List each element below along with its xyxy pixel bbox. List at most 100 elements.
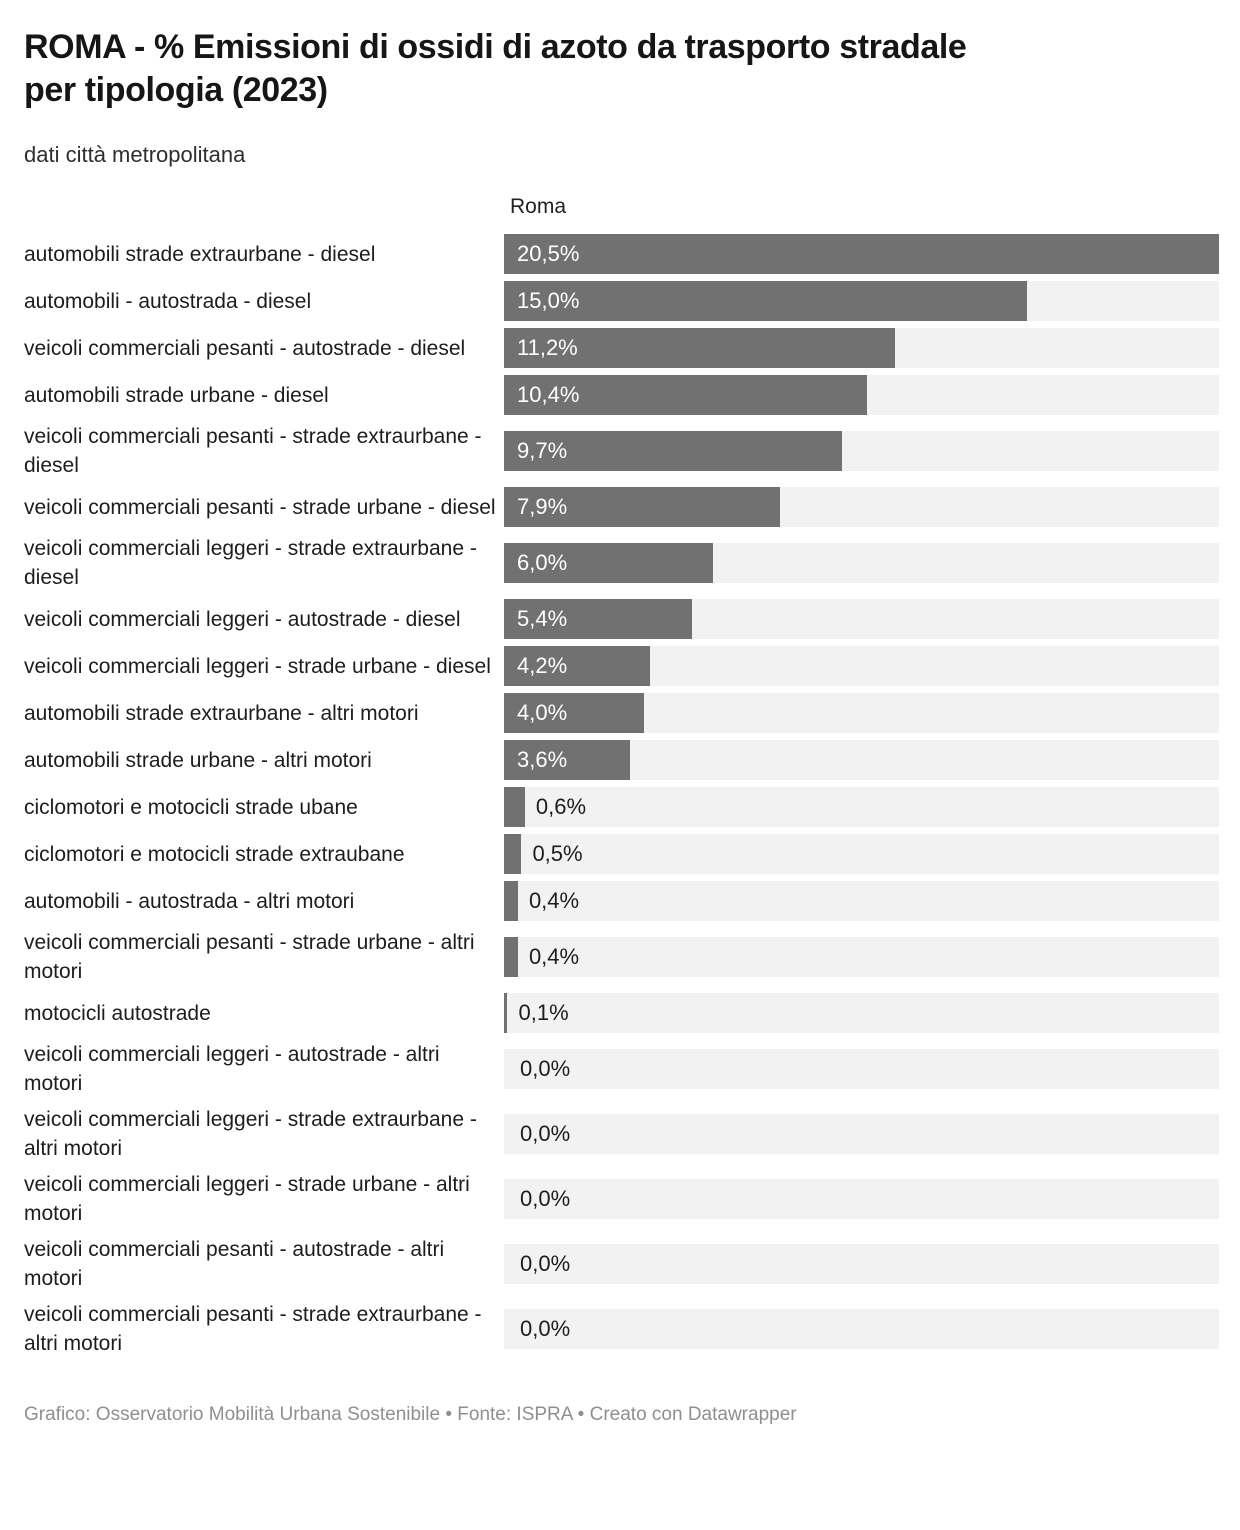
bar-track: 7,9% xyxy=(504,487,1219,528)
bar-row: automobili - autostrada - altri motori 0,… xyxy=(24,881,1219,922)
bar xyxy=(504,281,1028,322)
value-label: 0,4% xyxy=(528,944,580,970)
bar-row: veicoli commerciali leggeri - autostrade… xyxy=(24,1040,1219,1098)
category-label: veicoli commerciali leggeri - strade urb… xyxy=(24,1173,470,1226)
column-header-row: Roma xyxy=(24,195,1219,222)
bar-row: veicoli commerciali pesanti - strade ext… xyxy=(24,1300,1219,1358)
bar-track: 0,0% xyxy=(504,1244,1219,1285)
bar-row: veicoli commerciali leggeri - strade ext… xyxy=(24,1105,1219,1163)
bar-row: veicoli commerciali pesanti - strade urb… xyxy=(24,487,1219,528)
bar xyxy=(504,881,518,922)
column-header: Roma xyxy=(510,195,567,219)
category-label: automobili - autostrada - altri motori xyxy=(24,889,355,913)
bar-track: 0,0% xyxy=(504,1309,1219,1350)
bar-track: 0,4% xyxy=(504,937,1219,978)
attribution-footer: Grafico: Osservatorio Mobilità Urbana So… xyxy=(24,1404,797,1426)
category-label: veicoli commerciali leggeri - autostrade… xyxy=(24,607,461,631)
chart-title: ROMA - % Emissioni di ossidi di azoto da… xyxy=(24,28,967,110)
bar-track: 4,0% xyxy=(504,693,1219,734)
bar xyxy=(504,234,1219,275)
bar xyxy=(504,328,895,369)
value-label: 0,0% xyxy=(520,1056,571,1082)
category-label: veicoli commerciali leggeri - strade ext… xyxy=(24,537,477,590)
bar-row: veicoli commerciali leggeri - autostrade… xyxy=(24,599,1219,640)
bar-row: automobili strade extraurbane - altri mo… xyxy=(24,693,1219,734)
bar-row: automobili - autostrada - diesel 15,0% xyxy=(24,281,1219,322)
bar-track: 20,5% xyxy=(504,234,1219,275)
bar-track: 5,4% xyxy=(504,599,1219,640)
bar xyxy=(504,646,651,687)
category-label: motocicli autostrade xyxy=(24,1001,211,1025)
category-label: automobili strade extraurbane - altri mo… xyxy=(24,701,419,725)
value-label: 0,4% xyxy=(528,888,580,914)
bar-row: automobili strade urbane - diesel 10,4% xyxy=(24,375,1219,416)
category-label: veicoli commerciali pesanti - strade ext… xyxy=(24,1303,482,1356)
bar-track: 6,0% xyxy=(504,543,1219,584)
bar-row: ciclomotori e motocicli strade extrauban… xyxy=(24,834,1219,875)
category-label: veicoli commerciali pesanti - autostrade… xyxy=(24,336,466,360)
bar-track: 0,1% xyxy=(504,993,1219,1034)
value-label: 0,0% xyxy=(520,1186,571,1212)
value-label: 6,0% xyxy=(517,550,568,576)
category-label: ciclomotori e motocicli strade extrauban… xyxy=(24,842,405,866)
bar-track: 3,6% xyxy=(504,740,1219,781)
bar-track: 11,2% xyxy=(504,328,1219,369)
category-label: automobili strade extraurbane - diesel xyxy=(24,242,376,266)
bar-track: 0,5% xyxy=(504,834,1219,875)
bar-track: 15,0% xyxy=(504,281,1219,322)
value-label: 7,9% xyxy=(517,494,568,520)
category-label: veicoli commerciali leggeri - strade ext… xyxy=(24,1108,477,1161)
bar-track: 0,0% xyxy=(504,1049,1219,1090)
category-label: veicoli commerciali pesanti - strade urb… xyxy=(24,495,496,519)
bar-row: veicoli commerciali leggeri - strade urb… xyxy=(24,646,1219,687)
bar-track: 4,2% xyxy=(504,646,1219,687)
value-label: 4,0% xyxy=(517,700,568,726)
category-label: automobili - autostrada - diesel xyxy=(24,289,312,313)
value-label: 15,0% xyxy=(517,288,580,314)
bar-track: 10,4% xyxy=(504,375,1219,416)
value-label: 0,5% xyxy=(532,841,583,867)
bar-track: 0,6% xyxy=(504,787,1219,828)
bar xyxy=(504,487,780,528)
bar xyxy=(504,375,867,416)
value-label: 0,0% xyxy=(520,1251,571,1277)
chart-subtitle: dati città metropolitana xyxy=(24,142,246,168)
bar-row: veicoli commerciali leggeri - strade urb… xyxy=(24,1170,1219,1228)
bar-row: automobili strade urbane - altri motori 3… xyxy=(24,740,1219,781)
value-label: 20,5% xyxy=(517,241,580,267)
bar-row: veicoli commerciali pesanti - autostrade… xyxy=(24,328,1219,369)
bar xyxy=(504,693,644,734)
bar-track: 9,7% xyxy=(504,431,1219,472)
category-label: ciclomotori e motocicli strade ubane xyxy=(24,795,358,819)
value-label: 0,6% xyxy=(535,794,587,820)
value-label: 4,2% xyxy=(517,653,568,679)
category-label: veicoli commerciali pesanti - autostrade… xyxy=(24,1238,445,1291)
category-label: veicoli commerciali pesanti - strade ext… xyxy=(24,425,482,478)
bar-track: 0,0% xyxy=(504,1179,1219,1220)
value-label: 11,2% xyxy=(517,335,578,361)
value-label: 3,6% xyxy=(517,747,568,773)
bar xyxy=(504,937,518,978)
category-label: veicoli commerciali leggeri - autostrade… xyxy=(24,1043,440,1096)
bar-track: 0,4% xyxy=(504,881,1219,922)
value-label: 0,0% xyxy=(520,1121,571,1147)
bar-row: veicoli commerciali pesanti - strade urb… xyxy=(24,928,1219,986)
value-label: 0,0% xyxy=(520,1316,571,1342)
category-label: veicoli commerciali pesanti - strade urb… xyxy=(24,931,475,984)
bar xyxy=(504,599,693,640)
bar xyxy=(504,740,630,781)
value-label: 10,4% xyxy=(517,382,580,408)
bar-row: automobili strade extraurbane - diesel 20… xyxy=(24,234,1219,275)
bar-row: veicoli commerciali leggeri - strade ext… xyxy=(24,534,1219,592)
bar xyxy=(504,543,714,584)
value-label: 0,1% xyxy=(518,1000,569,1026)
value-label: 9,7% xyxy=(517,438,568,464)
category-label: automobili strade urbane - altri motori xyxy=(24,748,372,772)
bar xyxy=(504,834,522,875)
bar xyxy=(504,993,508,1034)
bar-track: 0,0% xyxy=(504,1114,1219,1155)
bar xyxy=(504,787,525,828)
bar-row: veicoli commerciali pesanti - strade ext… xyxy=(24,422,1219,480)
value-label: 5,4% xyxy=(517,606,568,632)
bar-row: ciclomotori e motocicli strade ubane 0,6% xyxy=(24,787,1219,828)
